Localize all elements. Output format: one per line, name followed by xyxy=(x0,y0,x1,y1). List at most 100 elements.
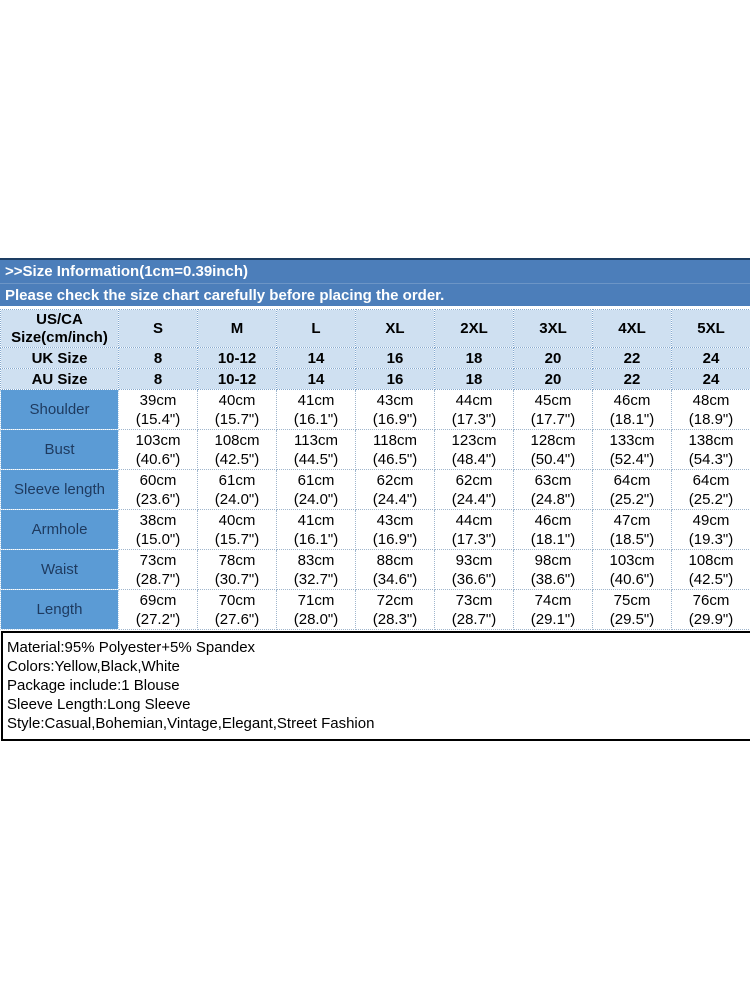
value-inch: (24.4") xyxy=(372,490,418,508)
value-inch: (46.5") xyxy=(372,450,418,468)
value-cm: 64cm xyxy=(692,471,730,489)
size-value-cell: 18 xyxy=(434,347,514,369)
size-value-cell: 22 xyxy=(592,368,672,390)
measurement-cell: 60cm (23.6") xyxy=(118,469,198,510)
measurement-cell: 118cm (46.5") xyxy=(355,429,435,470)
size-header-cell: M xyxy=(197,309,277,348)
banner-title: >>Size Information(1cm=0.39inch) xyxy=(0,260,750,284)
value-inch: (25.2") xyxy=(609,490,655,508)
size-value-cell: 10-12 xyxy=(197,347,277,369)
value-inch: (16.9") xyxy=(372,410,418,428)
size-value-cell: 8 xyxy=(118,368,198,390)
row-label-cell: UK Size xyxy=(0,347,119,369)
table-row: Sleeve length 60cm (23.6") 61cm (24.0") 61cm(… xyxy=(0,469,750,510)
value-cm: 45cm xyxy=(534,391,572,409)
size-value-cell: 16 xyxy=(355,368,435,390)
value-inch: (27.2") xyxy=(135,610,181,628)
value-inch: (17.3") xyxy=(451,410,497,428)
size-value-cell: 18 xyxy=(434,368,514,390)
value-cm: 118cm xyxy=(373,431,417,449)
measurement-cell: 61cm (24.0") xyxy=(276,469,356,510)
value-cm: 39cm xyxy=(139,391,177,409)
row-label-cell: Bust xyxy=(0,429,119,470)
value-cm: 98cm xyxy=(534,551,572,569)
measurement-cell: 44cm (17.3") xyxy=(434,509,514,550)
value-cm: 128cm xyxy=(530,431,576,449)
value-inch: (18.9") xyxy=(688,410,734,428)
corner-header-line2: Size(cm/inch) xyxy=(11,328,108,346)
value-cm: 88cm xyxy=(376,551,414,569)
size-value-cell: 14 xyxy=(276,368,356,390)
value-cm: 72cm xyxy=(376,591,414,609)
value-cm: 123cm xyxy=(451,431,497,449)
size-chart-table: US/CA Size(cm/inch) S M L XL 2XL 3XL 4XL 5XL UK… xyxy=(0,309,750,630)
measurement-cell: 71cm (28.0") xyxy=(276,589,356,630)
value-cm: 138cm xyxy=(688,431,734,449)
value-cm: 75cm xyxy=(613,591,651,609)
measurement-cell: 39cm (15.4") xyxy=(118,389,198,430)
corner-header-cell: US/CA Size(cm/inch) xyxy=(0,309,119,348)
measurement-cell: 41cm (16.1") xyxy=(276,509,356,550)
value-cm: 73cm xyxy=(455,591,493,609)
measurement-cell: 62cm (24.4") xyxy=(434,469,514,510)
value-cm: 48cm xyxy=(692,391,730,409)
value-cm: 74cm xyxy=(534,591,572,609)
value-cm: 71cm xyxy=(297,591,335,609)
measurement-cell: 73cm (28.7") xyxy=(434,589,514,630)
value-cm: 44cm xyxy=(455,391,493,409)
value-cm: 46cm xyxy=(613,391,651,409)
value-cm: 60cm xyxy=(139,471,177,489)
detail-material: Material:95% Polyester+5% Spandex xyxy=(7,639,256,656)
measurement-cell: 108cm (42.5") xyxy=(671,549,750,590)
row-label-cell: Shoulder xyxy=(0,389,119,430)
measurement-cell: 61cm (24.0") xyxy=(197,469,277,510)
size-info-banner: >>Size Information(1cm=0.39inch) Please … xyxy=(0,258,750,306)
value-inch: (42.5") xyxy=(214,450,260,468)
size-header-cell: L xyxy=(276,309,356,348)
measurement-cell: 62cm (24.4") xyxy=(355,469,435,510)
value-cm: 46cm xyxy=(534,511,572,529)
value-inch: (28.7") xyxy=(451,610,497,628)
value-cm: 47cm xyxy=(613,511,651,529)
value-inch: (24.0") xyxy=(293,490,339,508)
measurement-cell: 128cm (50.4") xyxy=(513,429,593,470)
measurement-cell: 48cm (18.9") xyxy=(671,389,750,430)
row-label-cell: Sleeve length xyxy=(0,469,119,510)
measurement-cell: 138cm (54.3") xyxy=(671,429,750,470)
value-inch: (15.7") xyxy=(214,410,260,428)
value-inch: (27.6") xyxy=(214,610,260,628)
measurement-cell: 43cm (16.9") xyxy=(355,509,435,550)
value-cm: 108cm xyxy=(688,551,734,569)
measurement-cell: 98cm (38.6") xyxy=(513,549,593,590)
value-cm: 61cm xyxy=(218,471,256,489)
detail-sleeve-length: Sleeve Length:Long Sleeve xyxy=(7,696,191,713)
measurement-cell: 103cm (40.6") xyxy=(592,549,672,590)
value-cm: 40cm xyxy=(218,511,256,529)
value-inch: (28.7") xyxy=(135,570,181,588)
measurement-cell: 93cm (36.6") xyxy=(434,549,514,590)
value-inch: (40.6") xyxy=(609,570,655,588)
value-inch: (24.0") xyxy=(214,490,260,508)
table-row: AU Size 8 10-12 14 16 18 20 22 24 xyxy=(0,368,750,390)
value-inch: (18.1") xyxy=(530,530,576,548)
value-cm: 133cm xyxy=(609,431,655,449)
measurement-cell: 113cm (44.5") xyxy=(276,429,356,470)
row-label-cell: Armhole xyxy=(0,509,119,550)
measurement-cell: 78cm (30.7") xyxy=(197,549,277,590)
value-inch: (15.4") xyxy=(135,410,181,428)
value-cm: 41cm xyxy=(297,391,335,409)
measurement-cell: 49cm (19.3") xyxy=(671,509,750,550)
value-inch: (52.4") xyxy=(609,450,655,468)
value-inch: (17.3") xyxy=(451,530,497,548)
measurement-cell: 40cm (15.7") xyxy=(197,509,277,550)
size-value-cell: 20 xyxy=(513,347,593,369)
size-value-cell: 14 xyxy=(276,347,356,369)
size-header-row: US/CA Size(cm/inch) S M L XL 2XL 3XL 4XL 5XL xyxy=(0,309,750,348)
measurement-cell: 73cm (28.7") xyxy=(118,549,198,590)
value-inch: (54.3") xyxy=(688,450,734,468)
value-inch: (16.9") xyxy=(372,530,418,548)
size-value-cell: 20 xyxy=(513,368,593,390)
value-cm: 44cm xyxy=(455,511,493,529)
value-inch: (15.0") xyxy=(135,530,181,548)
